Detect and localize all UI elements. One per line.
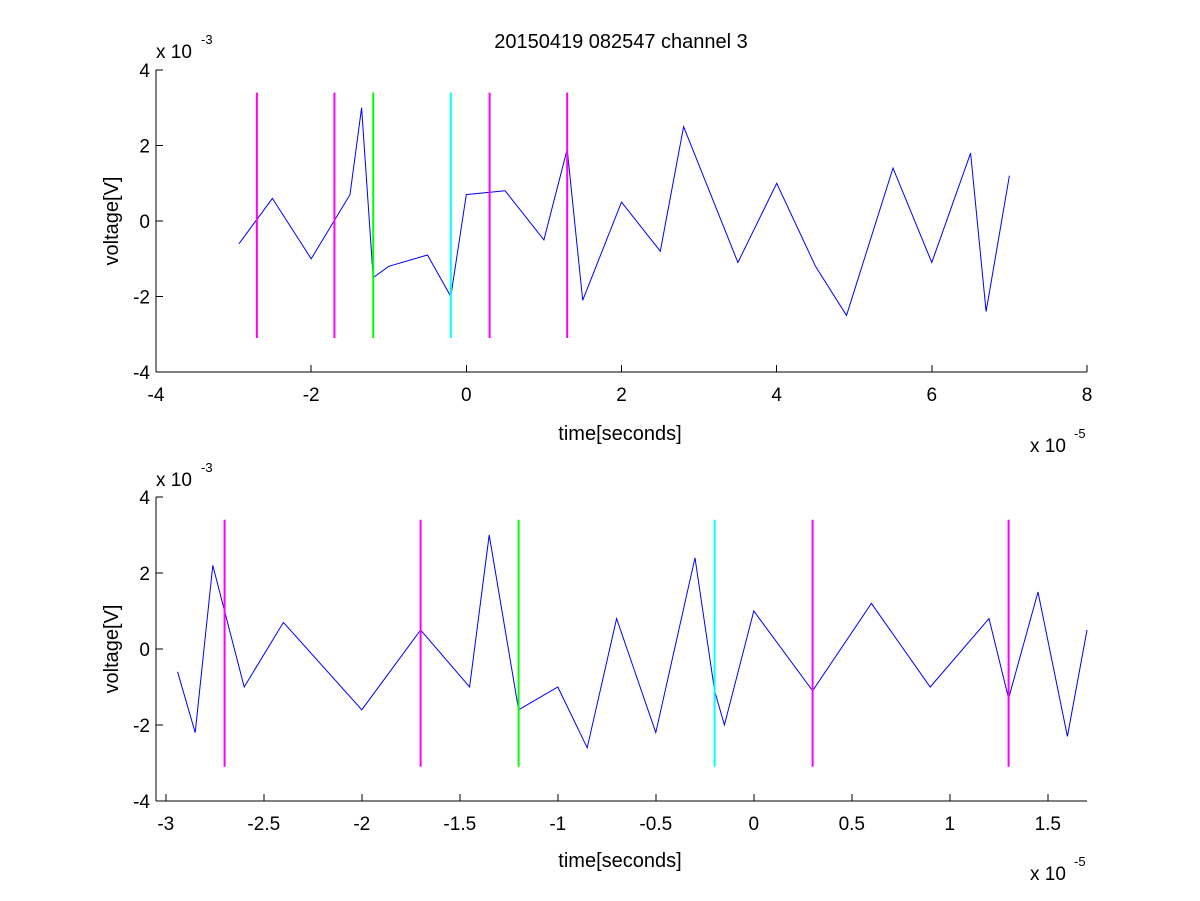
bottom-plot-y-tick-label: 2 [139, 564, 150, 585]
top-plot-y-tick-label: 4 [139, 61, 150, 82]
bottom-plot-x-tick-label: 0.5 [839, 814, 865, 835]
top-plot-x-tick-label: -2 [303, 385, 320, 406]
top-plot-y-label: voltage[V] [101, 177, 123, 266]
bottom-plot-y-multiplier-text: x 10 [156, 470, 192, 491]
bottom-plot-y-tick-label: -2 [133, 716, 150, 737]
bottom-plot-x-tick-label: 1.5 [1035, 814, 1061, 835]
top-plot-x-ticks: -4 -2 0 2 4 6 8 [148, 365, 1093, 406]
bottom-plot-marker-layer [223, 519, 1010, 767]
bottom-plot-series-layer [177, 534, 1088, 750]
top-plot-x-tick-label: -4 [148, 385, 165, 406]
top-plot-y-exponent: x 10 -3 [156, 32, 213, 63]
chart-title: 20150419 082547 channel 3 [494, 31, 748, 53]
top-plot-y-ticks: -4 -2 0 2 4 [133, 61, 163, 384]
bottom-plot-x-ticks: -3 -2.5 -2 -1.5 -1 -0.5 0 0.5 1 1.5 [157, 794, 1061, 835]
top-plot-marker-layer [255, 92, 569, 339]
top-plot-x-tick-label: 4 [771, 385, 782, 406]
bottom-plot-x-tick-label: -3 [157, 814, 174, 835]
top-plot-y-exponent-text: -3 [201, 32, 213, 47]
top-plot-x-tick-label: 0 [461, 385, 472, 406]
bottom-plot-x-tick-label: -1 [549, 814, 566, 835]
top-plot-x-exponent: x 10 -5 [1030, 426, 1086, 457]
top-plot-series-line [238, 107, 1010, 317]
top-plot-x-tick-label: 8 [1082, 385, 1093, 406]
top-plot-x-label: time[seconds] [558, 423, 681, 445]
bottom-plot-x-tick-label: -0.5 [639, 814, 672, 835]
bottom-plot-y-tick-label: 4 [139, 488, 150, 509]
bottom-plot: -3 -2.5 -2 -1.5 -1 -0.5 0 0.5 1 1.5 -4 -2 0 2 4 time[… [101, 460, 1088, 885]
bottom-plot-x-tick-label: -2 [353, 814, 370, 835]
top-plot-series-layer [238, 107, 1010, 317]
top-plot-x-exponent-text: -5 [1074, 426, 1086, 441]
bottom-plot-y-label: voltage[V] [101, 605, 123, 694]
bottom-plot-series-line [177, 534, 1088, 750]
bottom-plot-x-tick-label: 1 [945, 814, 956, 835]
top-plot-y-tick-label: -2 [133, 288, 150, 309]
bottom-plot-background [156, 497, 1087, 801]
bottom-plot-y-tick-label: -4 [133, 792, 150, 813]
top-plot-x-tick-label: 6 [927, 385, 938, 406]
top-plot-background [156, 70, 1087, 372]
bottom-plot-y-ticks: -4 -2 0 2 4 [133, 488, 163, 813]
bottom-plot-y-exponent: x 10 -3 [156, 460, 213, 491]
bottom-plot-y-tick-label: 0 [139, 640, 150, 661]
bottom-plot-x-exponent: x 10 -5 [1030, 854, 1086, 885]
top-plot-x-multiplier-text: x 10 [1030, 436, 1066, 457]
top-plot: -4 -2 0 2 4 6 8 -4 -2 0 2 4 20150419 082547 channe… [101, 31, 1092, 457]
top-plot-y-tick-label: 0 [139, 212, 150, 233]
bottom-plot-x-label: time[seconds] [558, 850, 681, 872]
bottom-plot-x-tick-label: -2.5 [247, 814, 280, 835]
top-plot-x-tick-label: 2 [616, 385, 627, 406]
bottom-plot-x-tick-label: 0 [749, 814, 760, 835]
bottom-plot-x-tick-label: -1.5 [443, 814, 476, 835]
bottom-plot-y-exponent-text: -3 [201, 460, 213, 475]
bottom-plot-x-multiplier-text: x 10 [1030, 864, 1066, 885]
top-plot-y-tick-label: -4 [133, 363, 150, 384]
top-plot-y-multiplier-text: x 10 [156, 42, 192, 63]
bottom-plot-x-exponent-text: -5 [1074, 854, 1086, 869]
top-plot-y-tick-label: 2 [139, 137, 150, 158]
